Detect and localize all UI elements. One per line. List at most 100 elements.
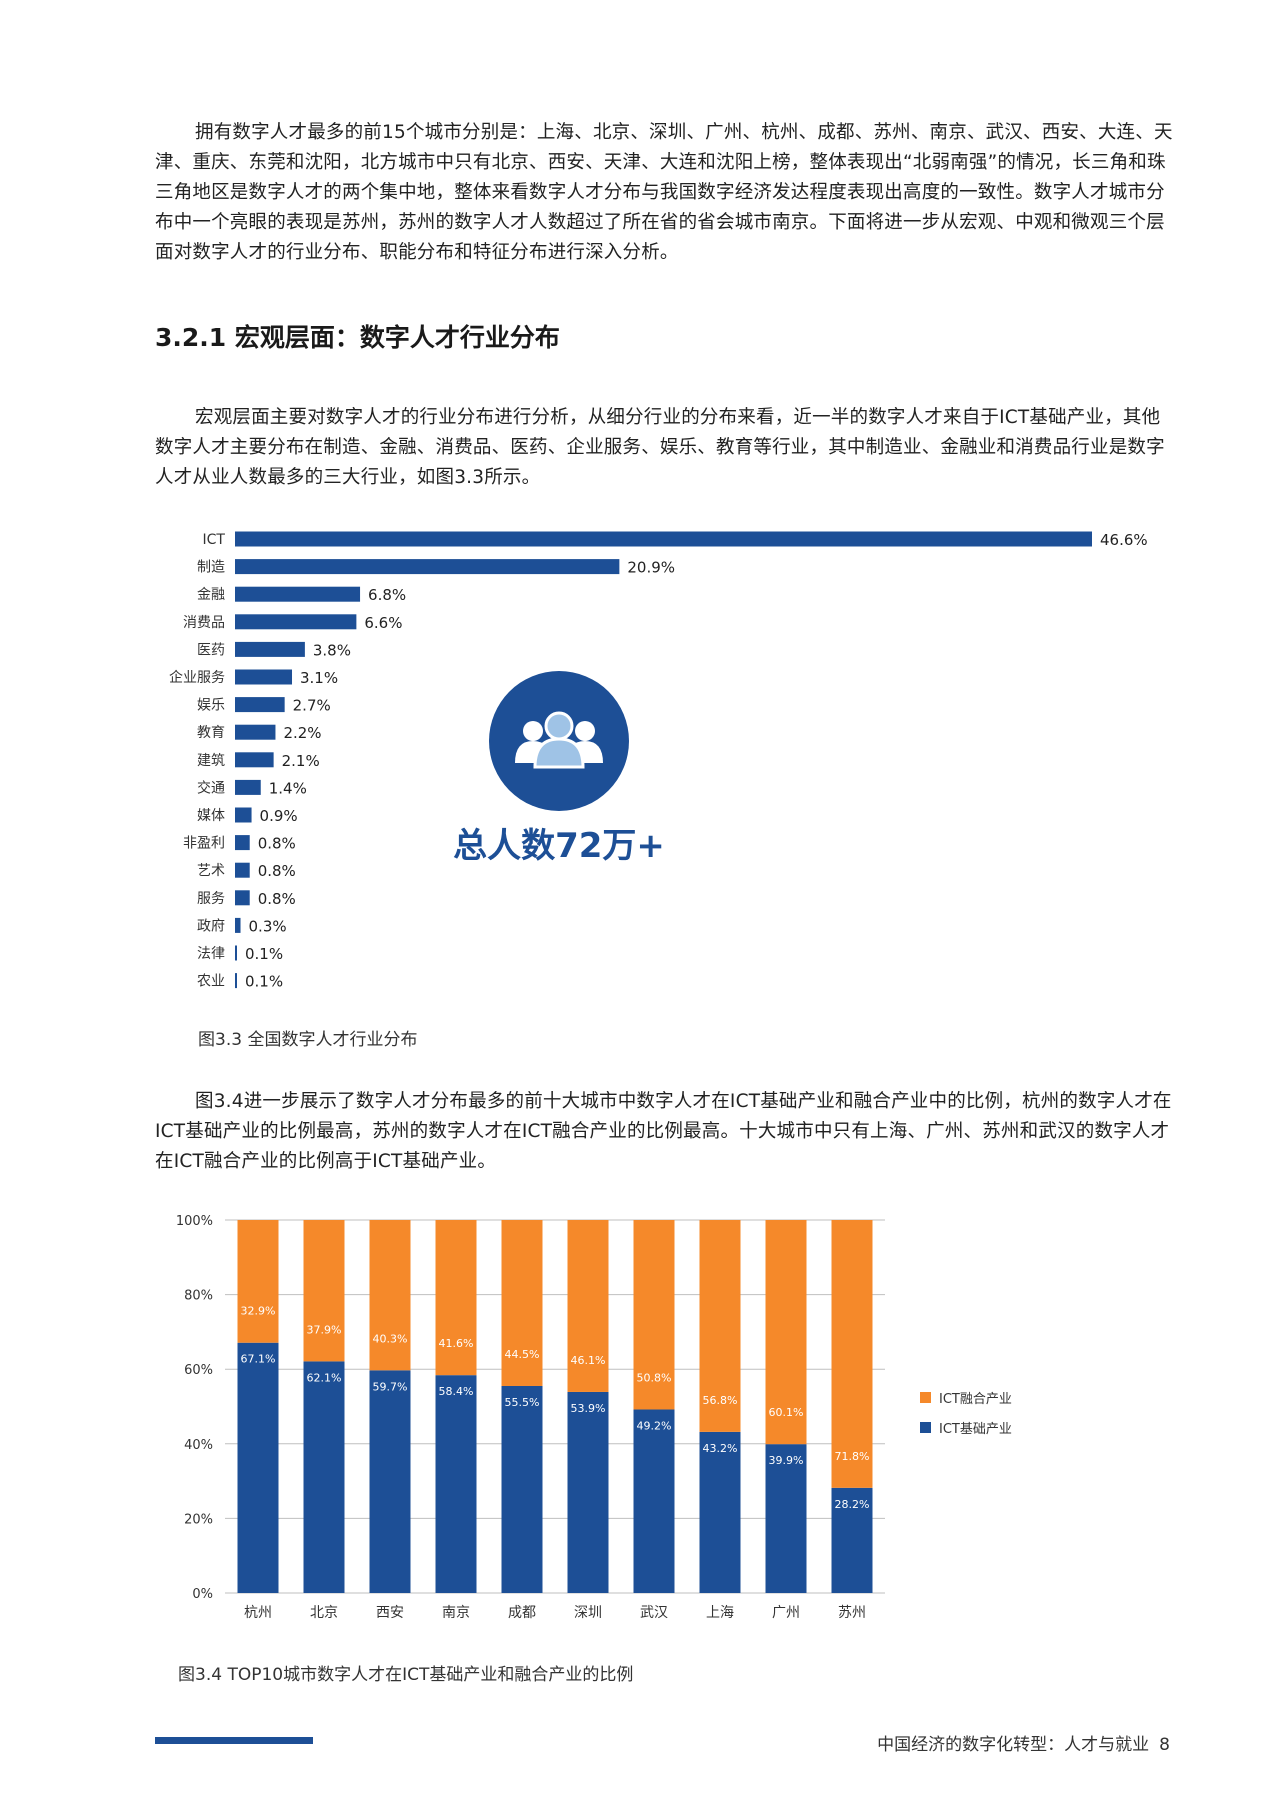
bar [235,697,285,713]
bar-value-label: 2.1% [282,752,320,770]
bar-category-label: 交通 [197,779,225,796]
city-stacked-chart: 0% 20% 40% 60% 80% 100% 67.1% 32.9% 杭州 62.1% 37.9%… [176,1214,1012,1621]
bar-value-label: 3.8% [313,641,351,659]
bar-value-label: 32.9% [241,1305,276,1318]
bar-value-label: 28.2% [835,1498,870,1511]
bar-value-label: 44.5% [505,1348,540,1361]
bar [235,807,252,823]
bar-category-label: 服务 [197,891,225,907]
bar [235,973,237,989]
bar-value-label: 55.5% [505,1396,540,1409]
bar [235,945,237,961]
bar-ict-basic [369,1370,411,1593]
bar-value-label: 46.6% [1100,531,1148,549]
bar [235,669,293,685]
bar-category-label: 消费品 [183,615,225,631]
y-tick-label: 80% [184,1289,213,1304]
bar [235,531,1092,547]
x-category-label: 杭州 [244,1605,272,1621]
x-category-label: 深圳 [574,1605,602,1621]
footer-title: 中国经济的数字化转型：人才与就业 [877,1735,1150,1755]
bar-category-label: 医药 [197,642,225,658]
bar-value-label: 37.9% [307,1323,342,1336]
bar-category-label: 法律 [197,946,225,962]
bar-value-label: 0.8% [258,862,296,880]
intro-paragraph: 拥有数字人才最多的前15个城市分别是：上海、北京、深圳、广州、杭州、成都、苏州、… [155,122,1173,263]
bar-value-label: 0.3% [249,917,287,935]
bar [235,752,274,768]
bar-category-label: 媒体 [197,808,225,824]
bar-value-label: 49.2% [637,1419,672,1432]
bar-category-label: ICT [203,532,226,548]
bar-category-label: 娱乐 [197,698,225,714]
city-paragraph: 图3.4进一步展示了数字人才分布最多的前十大城市中数字人才在ICT基础产业和融合… [155,1091,1172,1172]
figure-3-3-caption: 图3.3 全国数字人才行业分布 [198,1030,418,1050]
bar-value-label: 58.4% [439,1385,474,1398]
bar-ict-basic [633,1409,675,1593]
bar-value-label: 6.8% [368,586,406,604]
bar [235,890,250,906]
bar-ict-basic [765,1444,807,1593]
bar-value-label: 39.9% [769,1454,804,1467]
bar-value-label: 3.1% [300,669,338,687]
legend-swatch [920,1392,931,1403]
page-number: 8 [1159,1735,1170,1755]
section-heading: 3.2.1 宏观层面：数字人才行业分布 [155,323,560,352]
footer-accent-bar [155,1737,313,1744]
bar [235,862,250,878]
bar-category-label: 制造 [197,560,225,576]
footer: 中国经济的数字化转型：人才与就业 8 [867,1730,1170,1755]
bar-value-label: 46.1% [571,1354,606,1367]
bar-value-label: 60.1% [769,1406,804,1419]
bar-value-label: 1.4% [269,779,307,797]
bar-value-label: 41.6% [439,1337,474,1350]
y-tick-label: 20% [184,1512,213,1527]
industry-bar-chart: ICT 46.6% 制造 20.9% 金融 6.8% 消费品 6.6% 医药 3.8% 企业服务 3.… [169,531,1148,991]
x-category-label: 南京 [442,1605,470,1621]
y-tick-label: 100% [176,1214,213,1229]
bar-ict-fusion [765,1220,807,1445]
y-tick-label: 60% [184,1363,213,1378]
bar-ict-fusion [633,1220,675,1410]
bar-ict-fusion [435,1220,477,1376]
bar-value-label: 59.7% [373,1380,408,1393]
bar [235,724,276,740]
figure-3-4-caption: 图3.4 TOP10城市数字人才在ICT基础产业和融合产业的比例 [178,1665,634,1685]
bar-value-label: 71.8% [835,1450,870,1463]
bar-ict-fusion [567,1220,609,1392]
bar [235,641,305,657]
bar-value-label: 0.8% [258,890,296,908]
bar-value-label: 62.1% [307,1371,342,1384]
bar-category-label: 艺术 [197,863,225,879]
bar [235,779,261,795]
bar-value-label: 56.8% [703,1394,738,1407]
bar-ict-fusion [831,1220,873,1488]
bar [235,835,250,851]
bar-category-label: 金融 [197,587,225,603]
x-category-label: 苏州 [838,1605,866,1621]
bar [235,586,361,602]
bar [235,917,241,933]
bar-category-label: 建筑 [197,753,225,769]
people-group-icon [515,711,603,769]
x-category-label: 西安 [376,1605,404,1621]
bar-ict-basic [303,1361,345,1593]
x-category-label: 成都 [508,1605,536,1621]
bar-ict-basic [831,1487,873,1593]
bar-category-label: 政府 [197,918,225,934]
bar-ict-fusion [303,1220,345,1362]
bar-ict-fusion [369,1220,411,1371]
bar-value-label: 43.2% [703,1442,738,1455]
bar-value-label: 2.2% [283,724,321,742]
x-category-label: 武汉 [640,1605,668,1621]
legend-label: ICT基础产业 [939,1422,1012,1437]
bar-value-label: 53.9% [571,1402,606,1415]
bar-value-label: 0.8% [258,835,296,853]
bar-value-label: 20.9% [627,559,675,577]
legend-swatch [920,1422,931,1433]
bar-ict-basic [501,1385,543,1593]
bar-ict-basic [435,1375,477,1593]
total-count-label: 总人数72万+ [453,826,665,866]
bar-value-label: 0.9% [260,807,298,825]
bar [235,614,357,630]
